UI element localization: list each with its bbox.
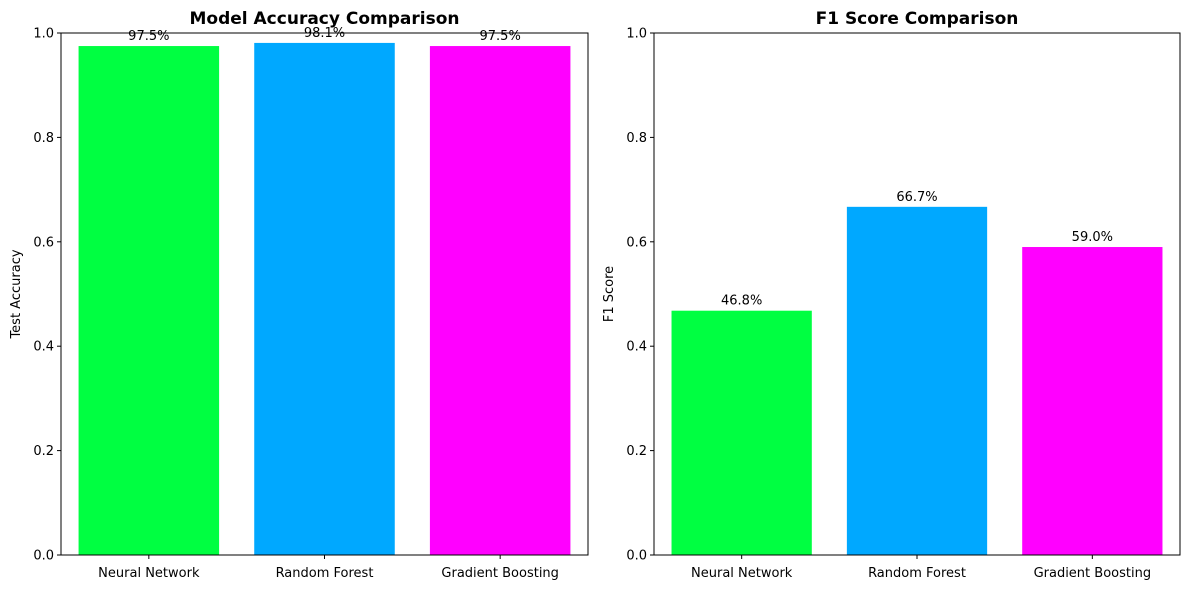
- chart-panel-2: 46.8% 66.7% 59.0% 0.0 0.2 0.4 0.6 0.8 1.0 Neural …: [602, 9, 1181, 581]
- y-tick-label: 0.2: [626, 444, 647, 459]
- bar-3: [1022, 247, 1163, 555]
- bar-1: [78, 46, 220, 556]
- y-axis-label: Test Accuracy: [9, 249, 24, 339]
- y-tick-label: 0.0: [626, 549, 647, 564]
- chart-title: F1 Score Comparison: [816, 9, 1019, 29]
- bar-2: [254, 42, 395, 556]
- y-tick-label: 0.4: [33, 340, 54, 355]
- data-label: 97.5%: [480, 29, 521, 44]
- y-tick-label: 0.6: [626, 235, 647, 250]
- x-tick-label: Random Forest: [868, 566, 966, 581]
- y-tick-label: 0.6: [33, 235, 54, 250]
- y-tick-label: 0.8: [626, 131, 647, 146]
- y-tick-label: 0.2: [33, 444, 54, 459]
- data-label: 59.0%: [1072, 230, 1113, 245]
- data-label: 97.5%: [128, 29, 169, 44]
- data-label: 66.7%: [896, 190, 937, 205]
- x-tick-label: Gradient Boosting: [441, 566, 559, 581]
- bar-3: [429, 46, 571, 556]
- y-tick-label: 1.0: [33, 27, 54, 42]
- chart-panel-1: 97.5% 98.1% 97.5%0.00.20.40.60.81.0Neural …: [9, 9, 589, 581]
- y-tick-label: 0.0: [33, 549, 54, 564]
- data-label: 46.8%: [721, 294, 762, 309]
- x-tick-label: Random Forest: [276, 566, 374, 581]
- x-tick-label: Gradient Boosting: [1034, 566, 1152, 581]
- y-tick-label: 0.4: [626, 340, 647, 355]
- y-tick-label: 0.8: [33, 131, 54, 146]
- chart-title: Model Accuracy Comparison: [189, 9, 459, 29]
- y-axis-label: F1 Score: [602, 266, 617, 322]
- y-tick-label: 1.0: [626, 27, 647, 42]
- x-tick-label: Neural Network: [691, 566, 793, 581]
- x-tick-label: Neural Network: [98, 566, 200, 581]
- bar-2: [846, 206, 988, 555]
- bar-1: [671, 310, 812, 555]
